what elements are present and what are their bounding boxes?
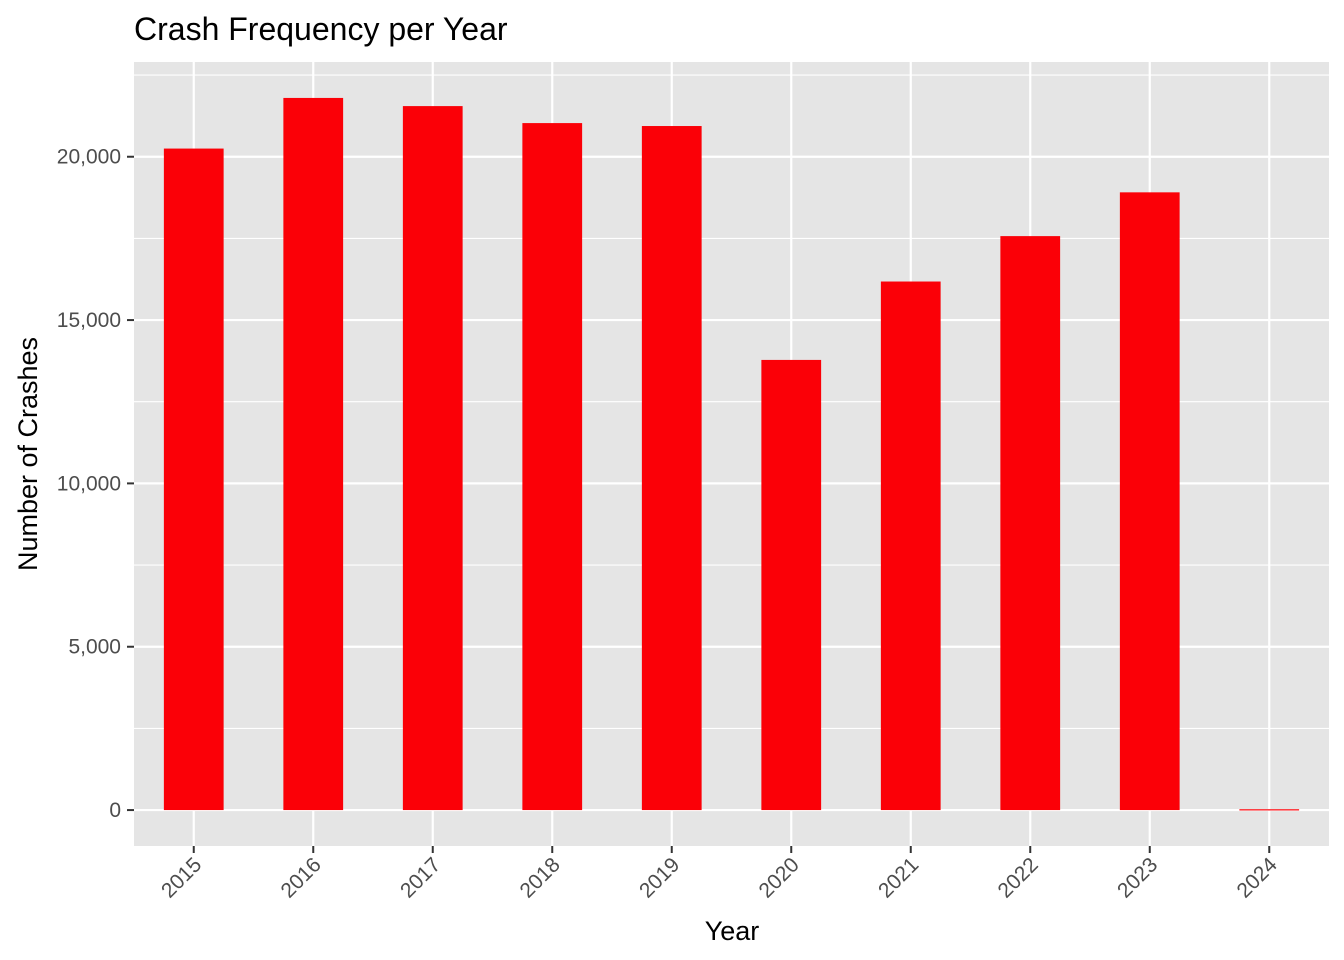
x-axis: 2015 2016 2017 2018 2019 2020 2021 2022 2023 2024 — [157, 846, 1282, 903]
y-tick-label: 10,000 — [57, 472, 121, 495]
x-tick-label: 2016 — [276, 853, 325, 902]
y-tick-label: 5,000 — [68, 636, 121, 659]
bar-2016 — [283, 97, 344, 811]
y-tick-label: 20,000 — [57, 146, 121, 169]
bar-2023 — [1119, 192, 1180, 811]
y-tick-label: 15,000 — [57, 309, 121, 332]
bar-2020 — [761, 359, 822, 811]
x-tick-label: 2024 — [1232, 853, 1282, 903]
x-axis-title: Year — [705, 916, 760, 946]
x-tick-label: 2019 — [635, 853, 684, 902]
bar-2019 — [641, 126, 702, 811]
y-axis: 0 5,000 10,000 15,000 20,000 — [57, 146, 134, 822]
x-tick-label: 2023 — [1113, 853, 1162, 902]
x-tick-label: 2022 — [993, 853, 1042, 902]
x-tick-label: 2021 — [874, 853, 923, 902]
x-tick-label: 2015 — [157, 853, 206, 902]
bar-2017 — [402, 106, 463, 811]
bar-2021 — [880, 281, 941, 811]
bar-2024 — [1239, 809, 1300, 811]
x-tick-label: 2017 — [396, 853, 445, 902]
x-tick-label: 2020 — [754, 853, 803, 902]
bar-2015 — [163, 148, 224, 811]
chart-title: Crash Frequency per Year — [134, 11, 508, 47]
y-tick-label: 0 — [109, 799, 121, 822]
y-axis-title: Number of Crashes — [13, 337, 43, 571]
bar-2018 — [522, 123, 583, 811]
x-tick-label: 2018 — [515, 853, 564, 902]
bars — [163, 97, 1300, 811]
bar-2022 — [1000, 236, 1061, 811]
